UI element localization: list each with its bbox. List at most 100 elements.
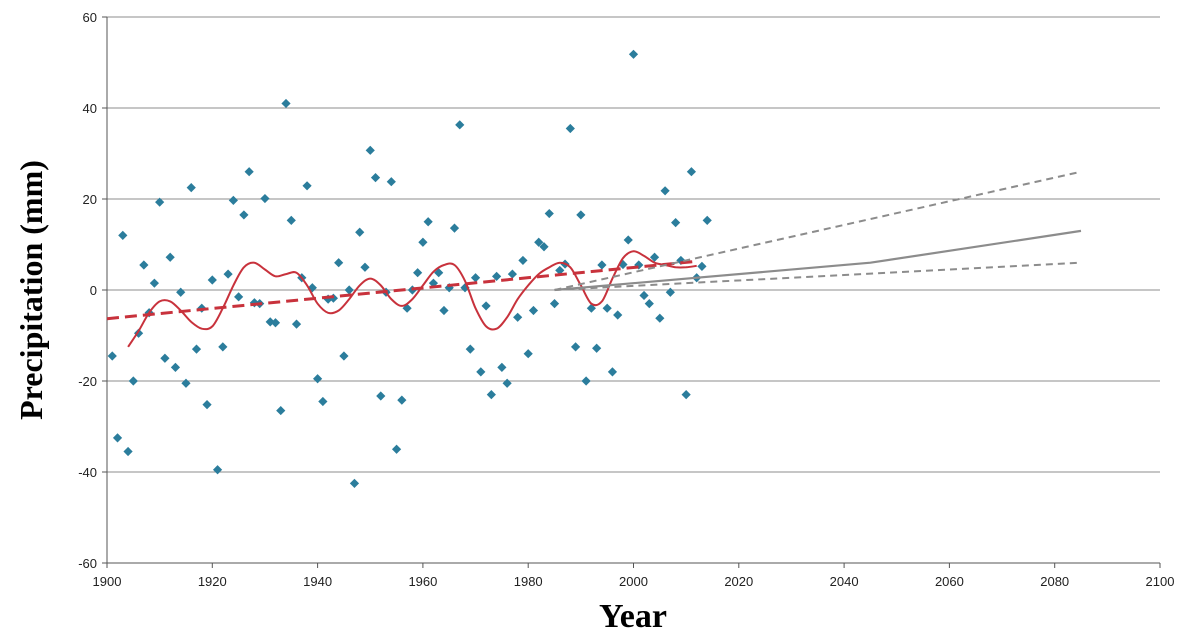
data-point	[107, 351, 117, 361]
data-point	[418, 237, 428, 247]
data-point	[449, 223, 460, 233]
data-point	[686, 167, 697, 177]
smoothed-line	[127, 250, 697, 348]
data-point	[191, 344, 202, 354]
data-point	[176, 287, 186, 297]
data-point	[112, 433, 123, 443]
data-point	[544, 208, 554, 219]
data-point	[118, 230, 128, 240]
data-point	[270, 318, 281, 328]
data-point	[281, 98, 291, 109]
data-point	[476, 367, 486, 377]
data-point	[123, 446, 133, 457]
data-point	[481, 301, 491, 311]
data-point	[565, 123, 575, 134]
y-tick-label: 20	[83, 192, 97, 207]
data-point	[218, 342, 228, 352]
data-point	[249, 298, 260, 308]
data-point	[391, 444, 402, 454]
data-point	[355, 227, 365, 237]
x-tick-label: 2080	[1040, 574, 1069, 589]
projection-lower-bound	[554, 261, 1082, 291]
data-point	[534, 237, 544, 247]
data-point	[602, 303, 612, 313]
data-point	[302, 181, 312, 191]
data-point	[507, 269, 518, 279]
data-point	[513, 312, 523, 322]
data-point	[276, 405, 286, 416]
data-point	[613, 310, 623, 320]
data-point	[307, 283, 317, 293]
data-point	[549, 299, 560, 309]
data-point	[313, 374, 323, 384]
data-point	[228, 195, 238, 205]
data-point	[586, 303, 596, 313]
data-point	[181, 378, 191, 388]
data-point	[334, 258, 344, 268]
x-tick-label: 2060	[935, 574, 964, 589]
data-point	[444, 283, 454, 293]
data-point	[460, 283, 470, 293]
data-point	[402, 303, 412, 313]
data-point	[470, 273, 481, 283]
x-tick-label: 2100	[1146, 574, 1175, 589]
y-axis-title: Precipitation (mm)	[13, 160, 49, 420]
x-tick-label: 2040	[830, 574, 859, 589]
data-point	[581, 376, 591, 386]
data-point	[486, 390, 496, 400]
data-point	[528, 305, 539, 316]
x-tick-label: 1920	[198, 574, 227, 589]
data-point	[592, 343, 602, 353]
data-point	[133, 328, 144, 338]
x-tick-label: 1940	[303, 574, 332, 589]
data-point	[607, 367, 618, 377]
x-tick-label: 1900	[93, 574, 122, 589]
data-point	[360, 262, 370, 272]
data-point	[365, 145, 375, 155]
data-point	[649, 252, 660, 262]
data-point	[634, 260, 644, 270]
data-point	[376, 391, 386, 401]
data-point	[160, 353, 170, 363]
data-point	[344, 285, 354, 295]
data-point	[697, 261, 707, 271]
x-tick-label: 2020	[724, 574, 753, 589]
data-point	[339, 351, 349, 361]
data-point	[223, 269, 233, 279]
data-point	[655, 313, 665, 323]
linear-trend-line	[106, 259, 697, 321]
data-point	[413, 268, 423, 278]
data-point	[286, 215, 296, 225]
data-point	[497, 362, 507, 372]
data-point	[234, 292, 244, 302]
data-point	[492, 271, 502, 281]
data-point	[244, 167, 254, 177]
data-point	[555, 265, 565, 276]
data-point	[155, 197, 165, 207]
data-point	[465, 344, 475, 354]
data-point	[128, 376, 138, 386]
y-tick-label: 60	[83, 10, 97, 25]
data-point	[186, 183, 196, 193]
data-point	[681, 390, 691, 400]
data-point	[644, 299, 654, 309]
data-point	[170, 362, 181, 372]
data-point	[628, 49, 639, 59]
data-point	[202, 400, 212, 410]
projection-line	[554, 229, 1082, 292]
data-point	[349, 478, 360, 488]
data-point	[423, 217, 433, 227]
y-tick-label: -20	[78, 374, 97, 389]
data-point	[597, 260, 607, 270]
x-tick-label: 1980	[514, 574, 543, 589]
y-tick-label: -40	[78, 465, 97, 480]
gridlines	[107, 16, 1160, 473]
x-tick-label: 2000	[619, 574, 648, 589]
data-point	[660, 186, 670, 196]
projection-upper-bound	[554, 170, 1082, 291]
x-axis-title: Year	[599, 598, 667, 632]
data-point	[386, 177, 396, 187]
y-tick-label: 0	[90, 283, 97, 298]
